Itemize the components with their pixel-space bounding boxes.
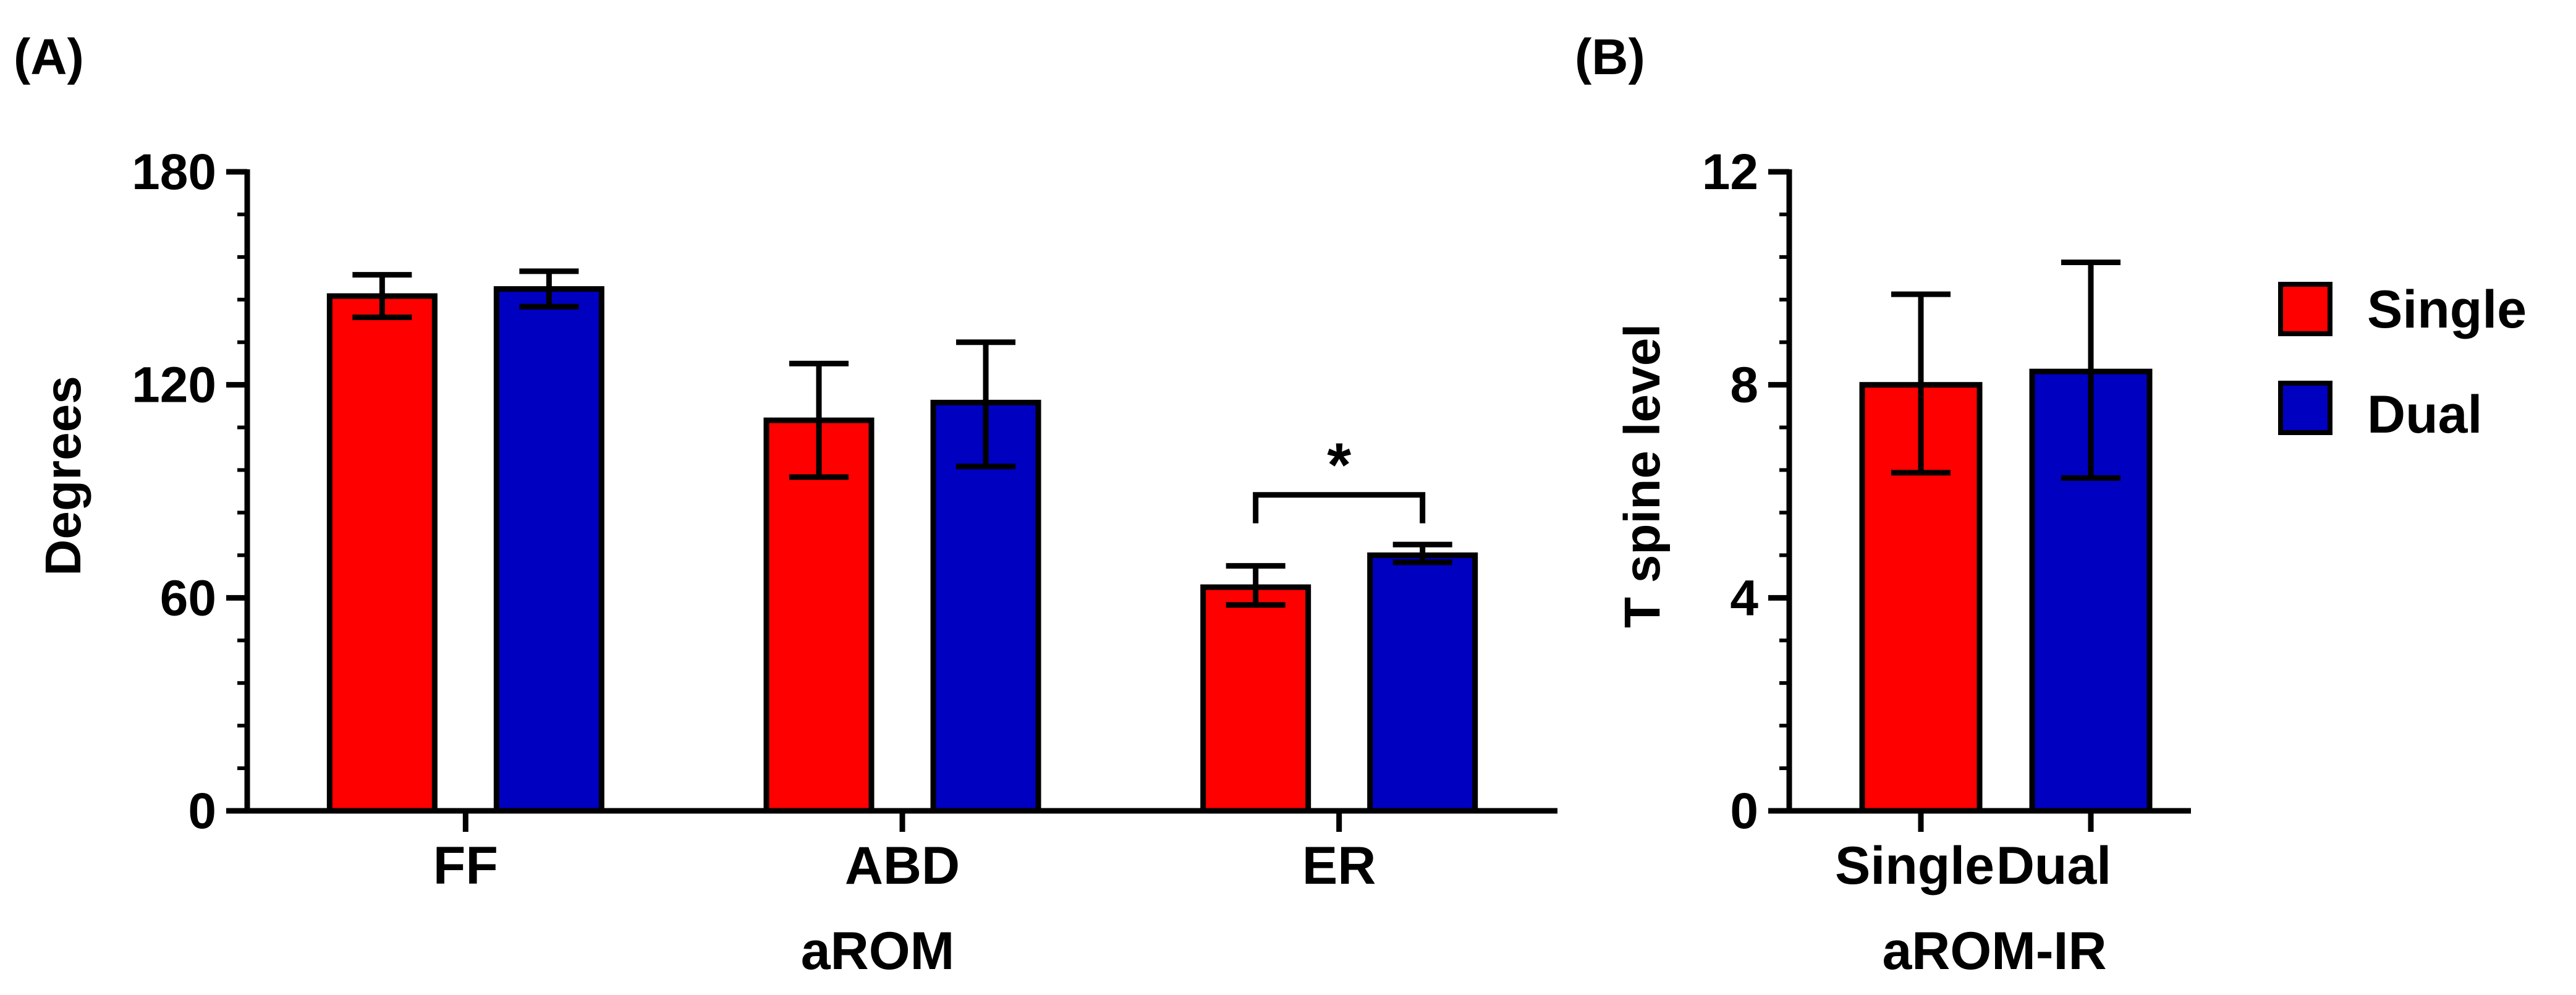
chart-b-y-tick-label: 8 [1730,357,1758,413]
bar-dual-er [1367,552,1478,814]
bar-single-ff [326,293,438,814]
significance-star: * [1327,431,1351,500]
chart-b: 0 4 8 12 Single Dual [1702,144,2191,896]
legend-label-single: Single [2367,280,2527,339]
chart-b-y-tick-label: 0 [1730,783,1758,839]
bar-dual-ff [493,286,604,814]
bar-single-er [1200,584,1311,814]
chart-a-y-tick-label: 120 [132,357,216,413]
chart-a-xlabel: aROM [801,921,954,981]
chart-b-xlabel: aROM-IR [1882,921,2106,981]
chart-b-y-tick-label: 12 [1702,144,1758,200]
legend-swatch-dual [2278,381,2332,435]
panel-a-label: (A) [14,29,84,85]
legend-swatch-single [2278,282,2332,336]
bar-dual-abd [930,399,1041,814]
chart-a: 0 60 120 180 FF ABD ER * [132,144,1557,896]
chart-a-x-tick-label: ABD [845,836,960,896]
chart-b-ylabel: T spine level [1614,324,1671,628]
chart-b-x-tick-label: Single [1835,836,1994,896]
chart-a-ylabel: Degrees [35,376,91,576]
chart-a-y-tick-label: 60 [160,570,216,626]
chart-a-x-tick-label: FF [433,836,498,896]
chart-a-y-tick-label: 0 [188,783,216,839]
chart-a-y-tick-label: 180 [132,144,216,200]
chart-a-x-tick-label: ER [1302,836,1376,896]
bar-single-abd [763,417,875,814]
significance-bracket [1253,492,1426,523]
chart-b-y-tick-label: 4 [1730,570,1758,626]
legend-label-dual: Dual [2367,385,2482,444]
chart-b-x-tick-label: Dual [1996,836,2111,896]
legend: Single Dual [2278,280,2527,444]
bar-b-single [1859,382,1983,814]
panel-b-label: (B) [1575,29,1645,85]
